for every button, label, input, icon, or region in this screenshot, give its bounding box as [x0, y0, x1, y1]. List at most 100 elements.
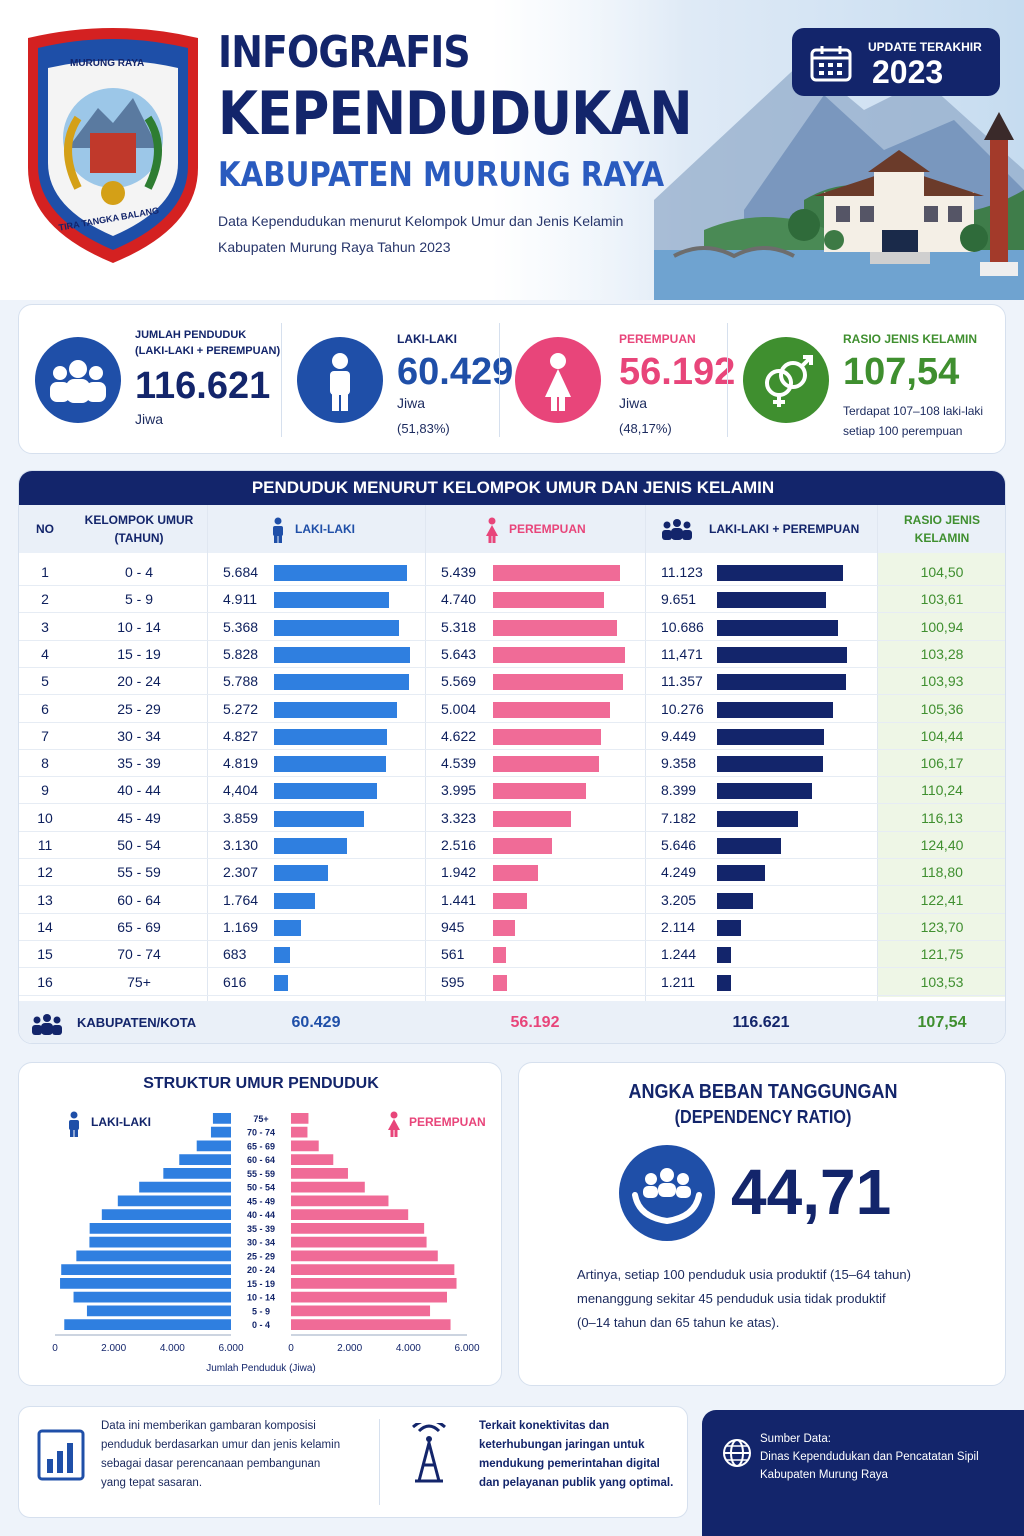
total-bar — [717, 947, 732, 964]
legend-female: PEREMPUAN — [409, 1115, 486, 1129]
dependency-title-line1: ANGKA BEBAN TANGGUNGAN — [628, 1081, 898, 1103]
male-bar — [274, 728, 387, 745]
cell-female: 5.643 — [441, 645, 477, 662]
pyramid-tick-label: 0 — [52, 1343, 58, 1354]
cell-female: 4.539 — [441, 755, 477, 772]
female-bar — [493, 728, 601, 745]
divider — [281, 323, 282, 437]
male-percentage: (51,83%) — [397, 421, 450, 436]
dependency-description: Artinya, setiap 100 penduduk usia produk… — [577, 1263, 977, 1335]
title-line3: KABUPATEN MURUNG RAYA — [218, 155, 665, 195]
table-row: 13 60 - 64 1.764 1.441 3.205 122,41 — [19, 887, 1005, 914]
cell-male: 5.368 — [223, 618, 259, 635]
female-bar — [493, 865, 539, 882]
cell-female: 2.516 — [441, 837, 477, 853]
note1-line2: penduduk berdasarkan umur dan jenis kela… — [101, 1439, 341, 1451]
cell-total: 3.205 — [661, 891, 697, 908]
cell-no: 4 — [41, 645, 49, 662]
pyramid-female-bar — [291, 1209, 409, 1220]
update-year: 2023 — [872, 54, 944, 90]
female-icon — [515, 337, 601, 423]
cell-female: 5.318 — [441, 618, 477, 635]
total-bar — [717, 592, 827, 609]
cell-ratio: 123,70 — [920, 918, 964, 935]
pyramid-female-bar — [291, 1113, 309, 1124]
pyramid-tick-label: 2.000 — [337, 1343, 362, 1354]
cell-age: 70 - 74 — [117, 946, 161, 963]
cell-ratio: 100,94 — [920, 618, 964, 635]
cell-male: 3.859 — [223, 809, 259, 826]
cell-male: 3.130 — [223, 837, 259, 853]
pyramid-male-bar — [101, 1209, 231, 1220]
female-bar — [493, 756, 599, 773]
male-bar — [274, 974, 289, 991]
cell-no: 12 — [37, 864, 53, 881]
source-label: Sumber Data: — [760, 1433, 831, 1445]
source-line1: Dinas Kependudukan dan Pencatatan Sipil — [760, 1451, 979, 1463]
pyramid-age-label: 65 - 69 — [247, 1141, 275, 1151]
male-icon — [273, 517, 283, 543]
ratio-label: RASIO JENIS KELAMIN — [843, 332, 978, 346]
cell-total: 10.686 — [661, 618, 704, 635]
cell-age: 40 - 44 — [117, 782, 161, 799]
cell-ratio: 103,53 — [920, 973, 964, 990]
cell-male: 4.911 — [223, 591, 257, 608]
total-value: 116.621 — [135, 365, 271, 407]
total-bar — [717, 810, 799, 827]
cell-age: 35 - 39 — [117, 755, 161, 772]
cell-age: 50 - 54 — [117, 837, 161, 853]
table-row: 14 65 - 69 1.169 945 2.114 123,70 — [19, 914, 1005, 941]
male-bar — [274, 674, 410, 691]
source-line2: Kabupaten Murung Raya — [760, 1469, 888, 1481]
pyramid-female-bar — [291, 1181, 365, 1193]
ratio-column-bg — [877, 505, 1005, 997]
pyramid-age-label: 20 - 24 — [247, 1265, 275, 1275]
footer-note-1: Data ini memberikan gambaran komposisi p… — [101, 1417, 340, 1493]
table-row: 10 45 - 49 3.859 3.323 7.182 116,13 — [19, 805, 1005, 832]
cell-ratio: 105,36 — [920, 700, 964, 717]
pyramid-male-bar — [117, 1195, 231, 1207]
female-bar — [493, 919, 516, 936]
header-ratio-line1: RASIO JENIS — [903, 513, 981, 527]
people-icon — [32, 1014, 62, 1035]
cell-ratio: 104,44 — [920, 727, 964, 744]
update-badge: UPDATE TERAKHIR 2023 — [792, 28, 1000, 96]
cell-age: 20 - 24 — [117, 673, 161, 690]
cell-female: 4.622 — [441, 727, 477, 744]
cell-age: 60 - 64 — [117, 891, 161, 908]
cell-no: 8 — [41, 755, 49, 772]
pyramid-male-bar — [86, 1305, 231, 1317]
emblem-top-text: MURUNG RAYA — [70, 58, 145, 69]
male-bar — [274, 756, 387, 773]
hands-people-icon — [619, 1145, 715, 1241]
population-table: PENDUDUK MENURUT KELOMPOK UMUR DAN JENIS… — [18, 470, 1006, 1044]
cell-age: 25 - 29 — [117, 700, 161, 717]
globe-icon — [723, 1439, 751, 1467]
cell-female: 5.004 — [441, 700, 477, 717]
cell-female: 3.995 — [441, 782, 477, 799]
cell-male: 4.827 — [223, 727, 259, 744]
cell-female: 945 — [441, 918, 465, 935]
cell-male: 1.169 — [223, 918, 259, 935]
total-bar — [717, 974, 731, 991]
cell-no: 3 — [41, 618, 49, 635]
pyramid-male-bar — [61, 1264, 232, 1275]
note2-line4: dan pelayanan publik yang optimal. — [479, 1477, 674, 1489]
footer-male: 60.429 — [291, 1014, 341, 1031]
cell-total: 9.651 — [661, 591, 697, 608]
cell-age: 45 - 49 — [117, 809, 161, 826]
cell-male: 5.788 — [223, 673, 259, 690]
cell-no: 5 — [41, 673, 49, 690]
header-male: LAKI-LAKI — [295, 522, 355, 536]
cell-age: 0 - 4 — [124, 564, 153, 580]
male-label: LAKI-LAKI — [397, 332, 457, 346]
pyramid-male-bar — [196, 1140, 231, 1152]
header-total: LAKI-LAKI + PEREMPUAN — [709, 522, 860, 536]
cell-age: 5 - 9 — [124, 591, 153, 608]
pyramid-male-bar — [163, 1168, 231, 1179]
source-text: Sumber Data: Dinas Kependudukan dan Penc… — [760, 1430, 1010, 1484]
cell-no: 13 — [37, 891, 53, 908]
pyramid-age-label: 75+ — [253, 1114, 268, 1124]
male-bar — [274, 783, 377, 800]
male-bar — [274, 646, 410, 663]
